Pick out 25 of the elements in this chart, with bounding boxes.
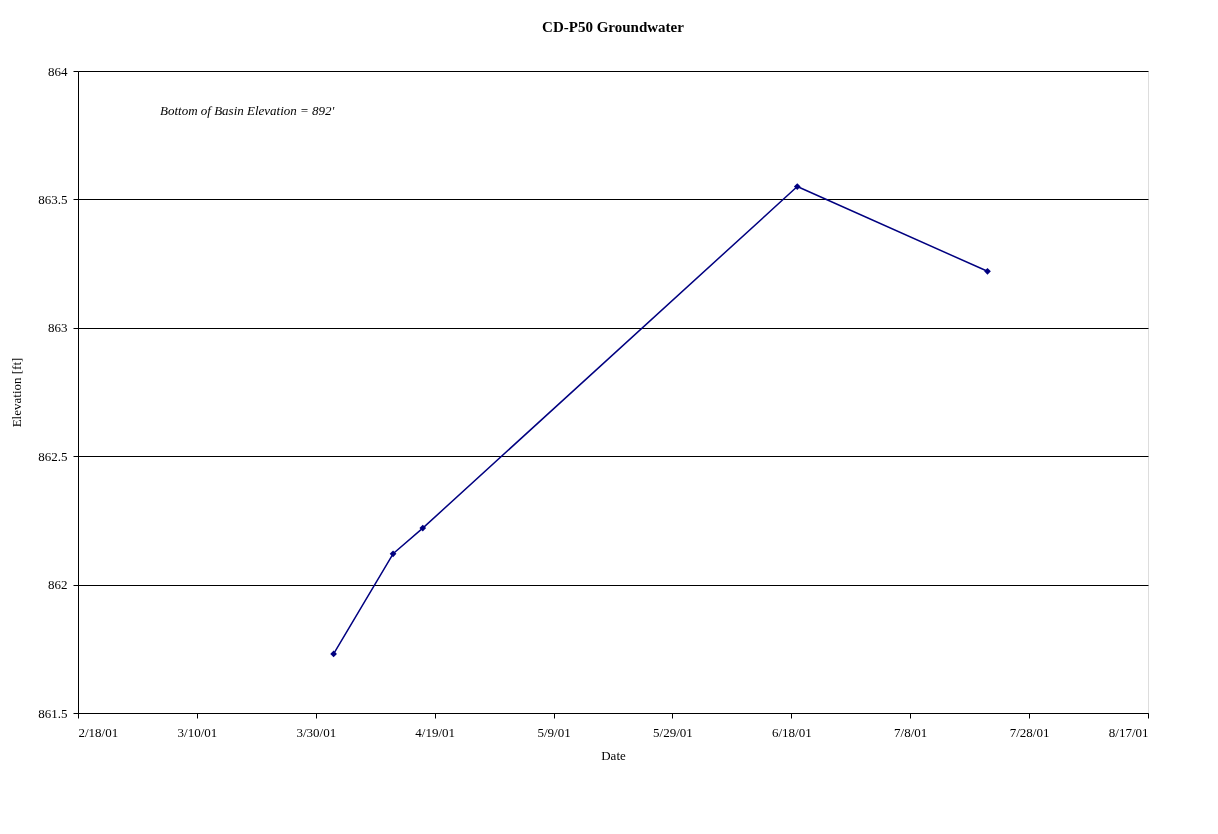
x-tick-label: 5/29/01 (653, 724, 693, 740)
point (419, 524, 427, 532)
x-tick-label: 7/28/01 (1009, 724, 1050, 740)
y-tick-label: 862.5 (38, 448, 68, 464)
y-tick-label: 863.5 (38, 191, 68, 207)
y-tick-label: 862 (48, 577, 68, 593)
x-tick-label: 7/8/01 (894, 724, 928, 740)
x-tick-label: 5/9/01 (537, 724, 571, 740)
y-tick-label: 864 (48, 63, 68, 79)
chart-title: CD-P50 Groundwater (542, 19, 685, 35)
y-tick-label: 863 (48, 320, 68, 336)
point (330, 650, 337, 658)
y-axis-title: Elevation [ft] (9, 357, 25, 428)
y-tick-label: 861.5 (38, 705, 68, 721)
point (389, 550, 397, 558)
x-tick-label: 4/19/01 (415, 724, 456, 740)
point (984, 267, 991, 275)
x-tick-label: 2/18/01 (78, 724, 119, 740)
x-tick-label: 3/10/01 (177, 724, 218, 740)
x-tick-label: 3/30/01 (296, 724, 337, 740)
x-tick-label: 6/18/01 (771, 724, 812, 740)
annotation: Bottom of Basin Elevation = 892' (160, 103, 335, 118)
x-tick-label: 8/17/01 (1108, 724, 1149, 740)
point (793, 183, 801, 190)
x-axis-title: Date (601, 747, 626, 763)
